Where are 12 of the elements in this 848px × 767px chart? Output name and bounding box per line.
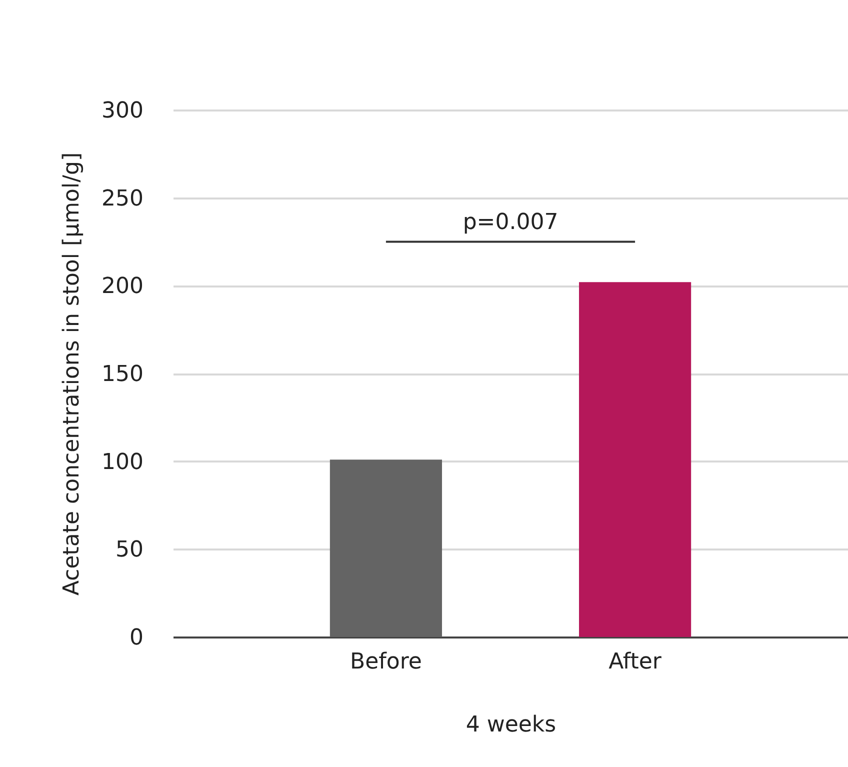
y-tick-label: 300: [102, 98, 144, 124]
x-tick-label: Before: [350, 650, 422, 674]
y-tick-label: 100: [102, 450, 144, 475]
x-tick-label: After: [608, 650, 662, 674]
y-tick-label: 50: [116, 538, 144, 563]
y-tick-label: 200: [102, 274, 144, 300]
y-axis-title: Acetate concentrations in stool [µmol/g]: [60, 152, 85, 596]
y-tick-label: 250: [102, 186, 144, 212]
annotation: p=0.007: [462, 210, 558, 235]
y-tick-label: 0: [130, 626, 144, 650]
x-axis-title: 4 weeks: [466, 712, 556, 738]
y-tick-label: 150: [102, 362, 144, 387]
